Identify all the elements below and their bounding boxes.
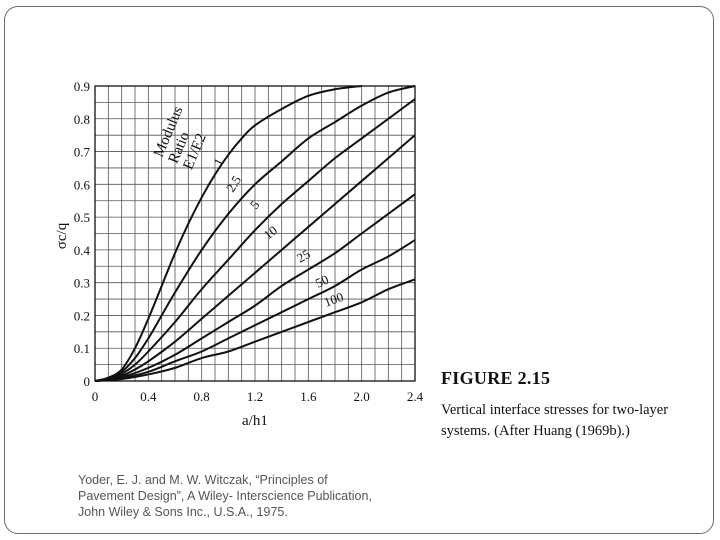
series-line-25 (94, 193, 416, 382)
figure-caption-text: Vertical interface stresses for two-laye… (441, 402, 669, 439)
y-tick-label: 0 (84, 374, 91, 389)
y-tick-label: 0.8 (74, 112, 90, 127)
series-line-50 (94, 239, 416, 382)
y-tick-label: 0.5 (74, 210, 90, 225)
slide-frame (4, 6, 714, 534)
y-tick-label: 0.4 (74, 243, 91, 258)
y-axis-label: σc/q (54, 222, 70, 249)
x-tick-label: 1.6 (300, 389, 317, 404)
y-tick-label: 0.2 (74, 308, 90, 323)
curve-label-50: 50 (313, 272, 331, 291)
plot-frame (94, 85, 416, 382)
series-line-1 (94, 85, 362, 382)
x-tick-label: 2.4 (407, 389, 424, 404)
y-tick-label: 0.7 (74, 145, 91, 160)
y-tick-label: 0.9 (74, 79, 90, 94)
x-tick-label: 0.4 (140, 389, 157, 404)
curve-label-100: 100 (322, 289, 345, 310)
series-line-10 (94, 134, 416, 382)
x-axis-label: a/h1 (242, 413, 268, 429)
series-line-2-5 (94, 85, 416, 382)
x-tick-label: 0 (92, 389, 99, 404)
series-line-5 (94, 98, 416, 382)
y-tick-label: 0.1 (74, 341, 90, 356)
y-tick-label: 0.6 (74, 177, 91, 192)
y-tick-label: 0.3 (74, 276, 90, 291)
axes (94, 85, 416, 382)
x-tick-label: 2.0 (354, 389, 370, 404)
curve-label-25: 25 (294, 246, 313, 265)
curve-label-10: 10 (261, 223, 280, 243)
x-tick-label: 1.2 (247, 389, 263, 404)
figure-number: FIGURE 2.15 (441, 368, 551, 388)
series-line-100 (94, 278, 416, 382)
tick-labels: 0 0.4 0.8 1.2 1.6 2.0 2.4 0 0.1 0.2 0.3 0.4 0.5 0.6 0.… (74, 79, 424, 404)
x-tick-label: 0.8 (194, 389, 210, 404)
grid (94, 85, 416, 382)
figure-caption: FIGURE 2.15 Vertical interface stresses … (441, 368, 711, 442)
citation: Yoder, E. J. and M. W. Witczak, “Princip… (78, 473, 372, 519)
curve-label-2-5: 2.5 (223, 173, 244, 195)
curve-label-1: 1 (210, 156, 226, 169)
series-lines (94, 85, 416, 382)
